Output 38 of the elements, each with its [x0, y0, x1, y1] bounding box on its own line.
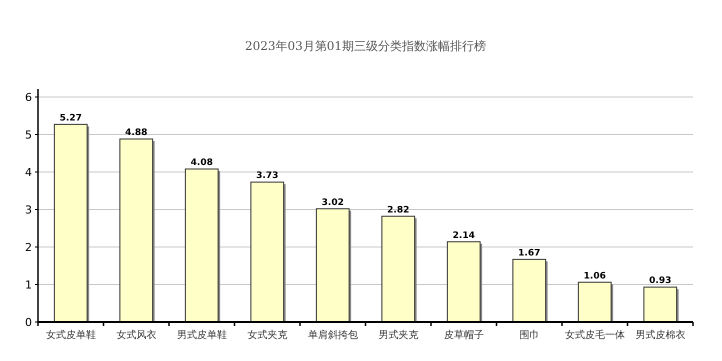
y-tick-label: 4	[25, 166, 32, 179]
x-tick-label: 围巾	[519, 329, 540, 341]
bar	[316, 208, 350, 322]
chart-title: 2023年03月第01期三级分类指数涨幅排行榜	[244, 39, 486, 53]
x-tick-label: 女式夹克	[247, 329, 288, 341]
x-tick-label: 女式皮毛一体	[564, 329, 625, 341]
x-tick-label: 男式皮棉衣	[635, 329, 686, 341]
y-tick-label: 1	[25, 278, 32, 292]
y-tick-label: 3	[25, 204, 32, 216]
data-label: 4.08	[190, 158, 213, 168]
x-tick-label: 单肩斜挎包	[308, 329, 358, 341]
y-tick-label: 2	[25, 241, 32, 254]
data-label: 5.27	[60, 113, 82, 124]
data-label: 4.88	[125, 128, 148, 138]
data-label: 1.67	[518, 248, 540, 258]
bar	[54, 124, 88, 322]
bar	[512, 258, 546, 322]
bar	[119, 138, 154, 322]
bar	[250, 182, 284, 322]
x-tick-label: 女式风衣	[116, 329, 156, 341]
data-label: 2.82	[387, 205, 410, 216]
data-label: 3.73	[256, 171, 278, 182]
bar	[446, 241, 481, 322]
y-tick-label: 6	[25, 91, 32, 104]
bar	[184, 168, 219, 322]
y-tick-label: 0	[25, 316, 32, 329]
bar	[578, 282, 612, 322]
data-label: 0.93	[649, 276, 672, 286]
bar	[643, 286, 678, 322]
data-label: 2.14	[452, 230, 475, 241]
data-label: 1.06	[584, 271, 606, 282]
data-label: 3.02	[322, 198, 344, 208]
x-tick-label: 女式皮单鞋	[46, 329, 96, 341]
x-tick-label: 男式皮单鞋	[176, 329, 227, 341]
x-tick-label: 男式夹克	[378, 329, 418, 341]
bar	[381, 216, 416, 322]
x-tick-label: 皮草帽子	[444, 329, 484, 341]
y-tick-label: 5	[25, 128, 32, 142]
